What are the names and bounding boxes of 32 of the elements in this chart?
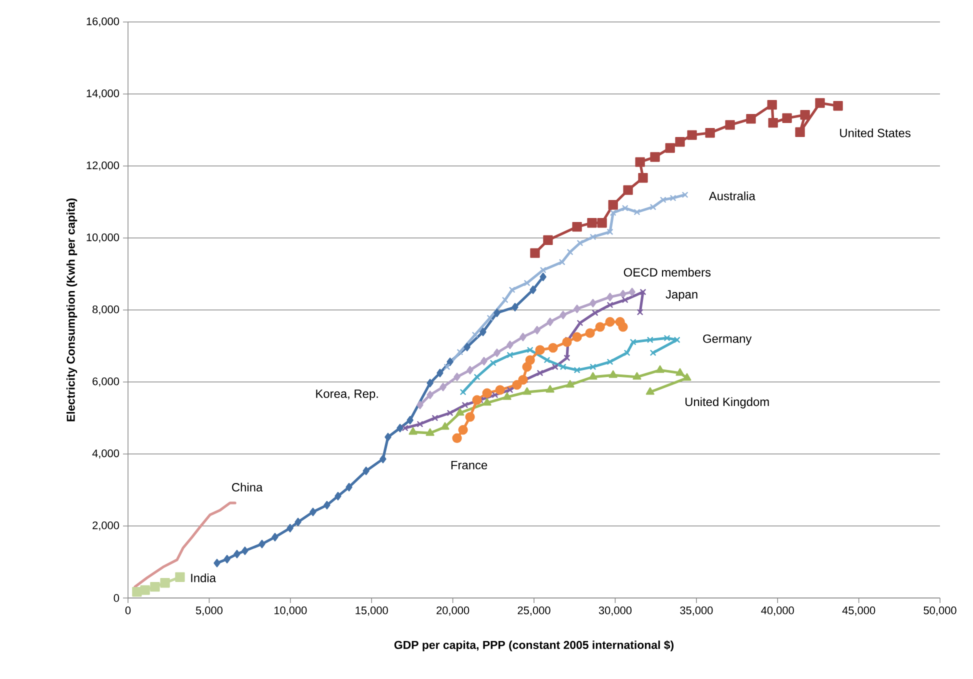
y-tick-label: 6,000 (92, 377, 120, 387)
y-tick-label: 2,000 (92, 521, 120, 531)
y-tick-label: 14,000 (86, 89, 120, 99)
y-tick-label: 0 (114, 594, 120, 602)
series-label: United States (840, 128, 910, 138)
x-tick-label: 5,000 (196, 606, 222, 616)
x-tick-label: 10,000 (274, 606, 307, 616)
series-label: India (191, 573, 216, 582)
y-tick-label: 4,000 (92, 449, 120, 459)
series-label: United Kingdom (685, 397, 769, 408)
x-tick-label: 20,000 (436, 606, 470, 616)
x-tick-label: 50,000 (924, 606, 956, 616)
y-tick-label: 8,000 (92, 305, 120, 315)
y-tick-label: 10,000 (86, 233, 120, 243)
x-tick-label: 15,000 (356, 606, 388, 616)
series-label: Germany (703, 334, 752, 346)
x-tick-label: 0 (125, 606, 131, 614)
text: Korea, Rep. (316, 390, 378, 400)
y-tick-label: 12,000 (86, 161, 120, 171)
y-tick-label: 16,000 (86, 17, 120, 27)
x-tick-label: 25,000 (518, 606, 550, 616)
series-label: OECD members (624, 268, 711, 277)
series-label: Australia (708, 191, 756, 200)
x-tick-label: 45,000 (842, 606, 876, 616)
y-axis-title: Electricity Consumption (Kwh per capita) (66, 198, 78, 422)
x-tick-label: 40,000 (761, 606, 794, 616)
x-tick-label: 30,000 (598, 606, 632, 616)
series-label: Japan (666, 290, 698, 301)
x-axis-title: GDP per capita, PPP (constant 2005 international $) (394, 640, 674, 652)
series-label: China (232, 482, 263, 492)
x-tick-label: 35,000 (680, 606, 713, 616)
series-label: France (451, 460, 488, 470)
